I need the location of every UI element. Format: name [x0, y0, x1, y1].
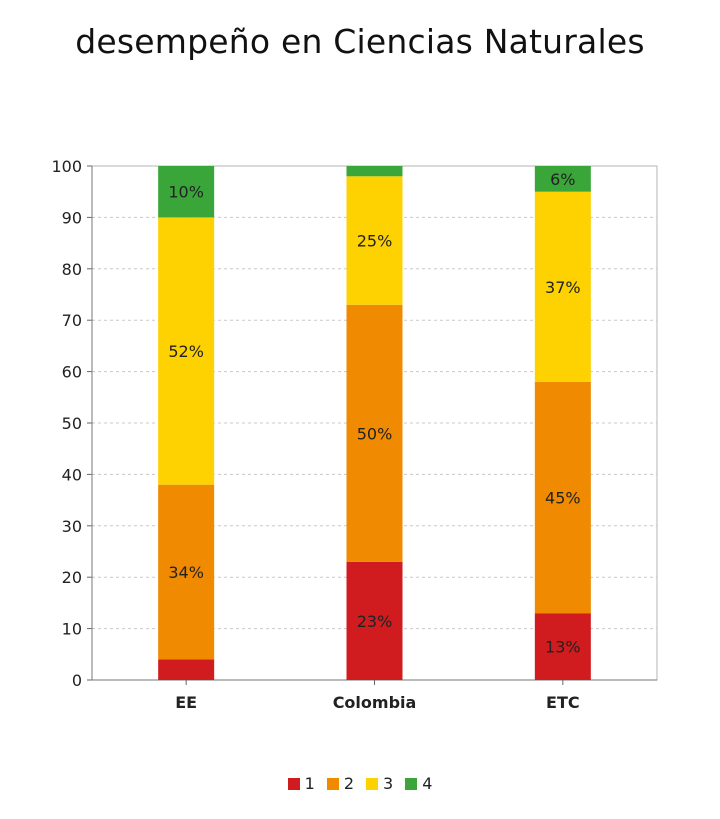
- y-tick-label: 70: [62, 311, 82, 330]
- data-label: 52%: [168, 342, 204, 361]
- legend-item: 2: [326, 774, 354, 793]
- data-label: 25%: [357, 232, 393, 251]
- legend-item: 1: [287, 774, 315, 793]
- data-label: 6%: [550, 170, 575, 189]
- bar-segment: [534, 613, 591, 680]
- y-tick-label: 60: [62, 363, 82, 382]
- legend-swatch: [405, 777, 418, 790]
- chart-title: desempeño en Ciencias Naturales: [75, 22, 645, 61]
- legend: 1 2 3 4: [0, 774, 720, 793]
- y-tick-label: 20: [62, 568, 82, 587]
- legend-item: 3: [366, 774, 393, 793]
- data-label: 13%: [545, 638, 581, 657]
- data-label: 23%: [357, 612, 393, 631]
- bar-segment: [346, 561, 403, 680]
- legend-swatch: [326, 777, 339, 790]
- y-tick-label: 50: [62, 414, 82, 433]
- bar-segment: [346, 304, 403, 562]
- y-tick-label: 80: [62, 260, 82, 279]
- x-tick-label: ETC: [546, 693, 580, 712]
- bar-segment: [346, 166, 403, 177]
- legend-label: 3: [383, 774, 394, 793]
- bar-segment: [534, 166, 591, 192]
- y-tick-label: 0: [72, 671, 82, 690]
- data-label: 34%: [168, 563, 204, 582]
- x-tick-label: Colombia: [333, 693, 417, 712]
- legend-label: 1: [304, 774, 315, 793]
- bar-segment: [158, 484, 215, 660]
- bar-segment: [534, 191, 591, 382]
- data-label: 45%: [545, 489, 581, 508]
- x-tick-label: EE: [175, 693, 197, 712]
- bar-segment: [158, 659, 215, 680]
- legend-swatch: [366, 777, 378, 790]
- bar-segment: [158, 166, 215, 218]
- y-tick-label: 90: [62, 208, 82, 227]
- legend-label: 4: [422, 774, 433, 793]
- y-tick-label: 10: [62, 620, 82, 639]
- bar-segment: [158, 217, 215, 485]
- y-tick-label: 40: [62, 465, 82, 484]
- legend-swatch: [287, 777, 300, 790]
- bar-segment: [346, 176, 403, 305]
- data-label: 37%: [545, 278, 581, 297]
- legend-label: 2: [343, 774, 354, 793]
- data-label: 50%: [357, 424, 393, 443]
- legend-item: 4: [405, 774, 432, 793]
- y-tick-label: 30: [62, 517, 82, 536]
- y-tick-label: 100: [51, 157, 82, 176]
- data-label: 10%: [168, 183, 204, 202]
- bar-segment: [534, 381, 591, 614]
